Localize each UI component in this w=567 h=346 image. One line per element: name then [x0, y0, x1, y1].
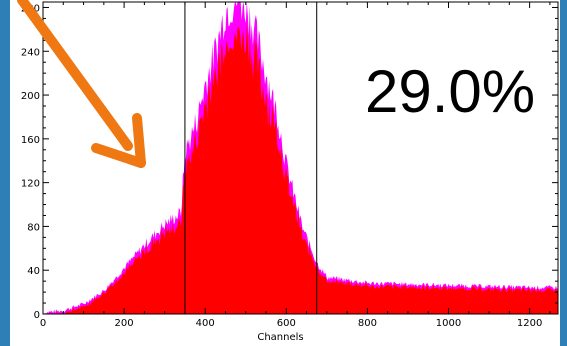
arrow-shaft: [17, 0, 133, 151]
x-tick-label: 0: [40, 318, 46, 329]
chart-panel: 0 200 400 600 800 1000 1200 0 40 80 120 160 200 240 …: [10, 0, 560, 346]
y-tick-label: 120: [21, 179, 40, 190]
x-axis: 0 200 400 600 800 1000 1200: [40, 2, 551, 329]
y-tick-label: 160: [21, 135, 40, 146]
x-tick-label: 800: [358, 318, 377, 329]
plot-frame: [42, 1, 559, 315]
y-tick-label: 200: [21, 91, 40, 102]
arrow-head-left: [91, 143, 146, 168]
y-axis: 0 40 80 120 160 200 240: [21, 6, 558, 321]
x-tick-label: 1000: [436, 318, 461, 329]
x-tick-label: 400: [196, 318, 215, 329]
x-tick-label: 200: [115, 318, 134, 329]
arrow-head-right: [132, 113, 146, 168]
x-axis-title: Channels: [257, 332, 303, 343]
histogram-bars: [43, 22, 558, 314]
percentage-annotation: 29.0%: [365, 58, 535, 125]
y-tick-label: 40: [27, 266, 40, 277]
plot-area: [42, 1, 559, 315]
y-tick-label: 240: [21, 47, 40, 58]
x-tick-label: 1200: [517, 318, 542, 329]
histogram-chart: 0 200 400 600 800 1000 1200 04080120160200240 …: [17, 0, 559, 343]
y-tick-label: 0: [34, 310, 40, 321]
x-tick-label: 600: [277, 318, 296, 329]
arrow-annotation: [17, 0, 146, 168]
y-tick-label: 80: [27, 222, 40, 233]
